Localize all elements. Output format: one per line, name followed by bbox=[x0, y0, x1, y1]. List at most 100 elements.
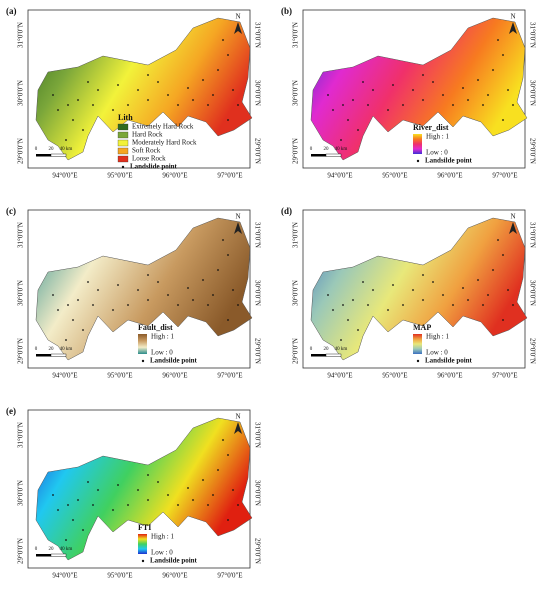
legend-swatch bbox=[117, 139, 129, 147]
landslide-point bbox=[212, 94, 214, 96]
landslide-point bbox=[327, 94, 329, 96]
landslide-point bbox=[392, 84, 394, 86]
lon-label: 95°0'0"E bbox=[107, 572, 132, 580]
landslide-point bbox=[442, 94, 444, 96]
landslide-point bbox=[217, 69, 219, 71]
lon-label: 96°0'0"E bbox=[162, 572, 187, 580]
landslide-point bbox=[212, 294, 214, 296]
north-label: N bbox=[235, 213, 240, 221]
landslide-point bbox=[462, 87, 464, 89]
landslide-point bbox=[327, 294, 329, 296]
landslide-point bbox=[497, 39, 499, 41]
lat-label: 29°0'0"N bbox=[292, 338, 300, 364]
lat-label: 29°0'0"N bbox=[528, 338, 536, 364]
landslide-point bbox=[147, 299, 149, 301]
landslide-point bbox=[167, 494, 169, 496]
map-panel: (b) 94°0'0"E 95°0'0"E 96°0'0"E 97°0'0"E 31°0'… bbox=[281, 6, 536, 180]
landslide-point bbox=[92, 104, 94, 106]
legend-point bbox=[141, 559, 145, 563]
scale-label: 40 km bbox=[335, 347, 348, 352]
landslide-point bbox=[422, 99, 424, 101]
landslide-point bbox=[487, 294, 489, 296]
lat-label: 31°0'0"N bbox=[17, 22, 25, 48]
legend-point-label: Landsilde point bbox=[425, 157, 473, 165]
landslide-point bbox=[82, 129, 84, 131]
legend-point-label: Landsilde point bbox=[150, 557, 198, 565]
landslide-point bbox=[497, 239, 499, 241]
landslide-point bbox=[502, 319, 504, 321]
landslide-point bbox=[117, 484, 119, 486]
landslide-point bbox=[342, 304, 344, 306]
lat-label: 29°0'0"N bbox=[17, 338, 25, 364]
lon-label: 94°0'0"E bbox=[52, 372, 77, 380]
landslide-point bbox=[402, 104, 404, 106]
panel-label: (a) bbox=[6, 6, 17, 16]
lon-label: 97°0'0"E bbox=[217, 372, 242, 380]
legend-point bbox=[141, 359, 145, 363]
landslide-point bbox=[52, 294, 54, 296]
lon-label: 94°0'0"E bbox=[52, 172, 77, 180]
lat-label: 30°0'0"N bbox=[528, 280, 536, 306]
scale-label: 20 bbox=[49, 347, 55, 352]
panel-label: (d) bbox=[281, 206, 292, 216]
landslide-point bbox=[347, 119, 349, 121]
landslide-point bbox=[137, 89, 139, 91]
landslide-point bbox=[352, 299, 354, 301]
landslide-point bbox=[192, 499, 194, 501]
landslide-point bbox=[502, 119, 504, 121]
landslide-point bbox=[157, 481, 159, 483]
scale-label: 40 km bbox=[335, 147, 348, 152]
landslide-point bbox=[137, 489, 139, 491]
legend-swatch bbox=[117, 131, 129, 139]
lon-label: 96°0'0"E bbox=[162, 372, 187, 380]
landslide-point bbox=[347, 319, 349, 321]
panel-label: (e) bbox=[6, 406, 16, 416]
study-area bbox=[310, 17, 528, 161]
landslide-point bbox=[372, 89, 374, 91]
landslide-point bbox=[442, 294, 444, 296]
landslide-point bbox=[222, 239, 224, 241]
lat-label: 30°0'0"N bbox=[292, 80, 300, 106]
landslide-point bbox=[227, 254, 229, 256]
scale-label: 40 km bbox=[60, 147, 73, 152]
landslide-point bbox=[387, 309, 389, 311]
landslide-point bbox=[387, 109, 389, 111]
landslide-point bbox=[77, 499, 79, 501]
landslide-point bbox=[467, 99, 469, 101]
landslide-point bbox=[207, 104, 209, 106]
landslide-point bbox=[77, 99, 79, 101]
lon-label: 97°0'0"E bbox=[217, 572, 242, 580]
landslide-point bbox=[117, 84, 119, 86]
legend-title: Lith bbox=[118, 113, 133, 122]
legend-swatch bbox=[117, 155, 129, 163]
lat-label: 30°0'0"N bbox=[292, 280, 300, 306]
landslide-point bbox=[392, 284, 394, 286]
legend-title: River_dist bbox=[413, 123, 449, 132]
landslide-point bbox=[507, 89, 509, 91]
landslide-point bbox=[222, 439, 224, 441]
landslide-point bbox=[192, 299, 194, 301]
landslide-point bbox=[87, 281, 89, 283]
landslide-point bbox=[112, 109, 114, 111]
landslide-point bbox=[147, 499, 149, 501]
landslide-point bbox=[412, 89, 414, 91]
landslide-point bbox=[357, 129, 359, 131]
lat-label: 29°0'0"N bbox=[253, 338, 261, 364]
landslide-point bbox=[462, 287, 464, 289]
scale-label: 0 bbox=[310, 147, 313, 152]
landslide-point bbox=[57, 109, 59, 111]
landslide-point bbox=[477, 279, 479, 281]
landslide-point bbox=[227, 519, 229, 521]
landslide-point bbox=[340, 139, 342, 141]
landslide-point bbox=[332, 309, 334, 311]
landslide-point bbox=[487, 94, 489, 96]
lon-label: 97°0'0"E bbox=[492, 172, 517, 180]
north-label: N bbox=[235, 13, 240, 21]
landslide-point bbox=[157, 281, 159, 283]
landslide-point bbox=[127, 304, 129, 306]
landslide-point bbox=[157, 81, 159, 83]
landslide-point bbox=[177, 304, 179, 306]
landslide-point bbox=[202, 479, 204, 481]
north-arrow bbox=[234, 422, 242, 434]
north-arrow bbox=[234, 22, 242, 34]
